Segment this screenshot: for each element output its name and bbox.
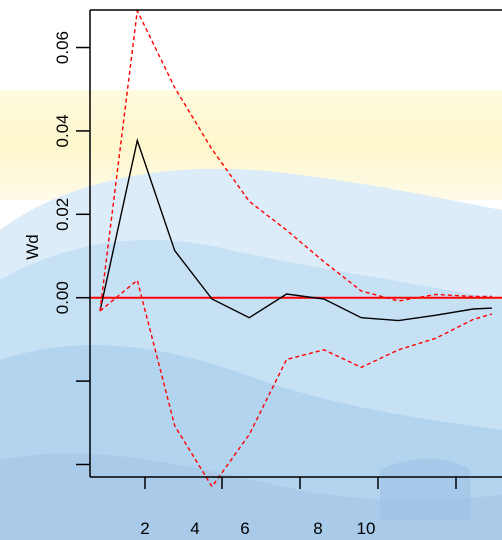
y-tick-label: 0.02	[53, 198, 72, 231]
upper-bound-line	[99, 8, 492, 312]
y-tick-label: 0.06	[53, 31, 72, 64]
x-tick-label: 8	[313, 519, 322, 538]
y-axis-label: Wd	[23, 234, 42, 260]
y-axis-ticks: 0.06 0.04 0.02 0.00	[53, 31, 90, 466]
series-line	[99, 137, 492, 322]
y-tick-label: 0.04	[53, 114, 72, 147]
x-axis-ticks: 2 4 6 8 10	[140, 477, 457, 538]
x-tick-label: 2	[140, 519, 149, 538]
x-tick-label: 6	[240, 519, 249, 538]
series-layer	[99, 8, 493, 488]
x-tick-label: 4	[190, 519, 199, 538]
lower-bound-line	[99, 278, 493, 488]
x-tick-label: 10	[357, 519, 376, 538]
y-tick-label: 0.00	[53, 281, 72, 314]
axes	[89, 9, 502, 478]
